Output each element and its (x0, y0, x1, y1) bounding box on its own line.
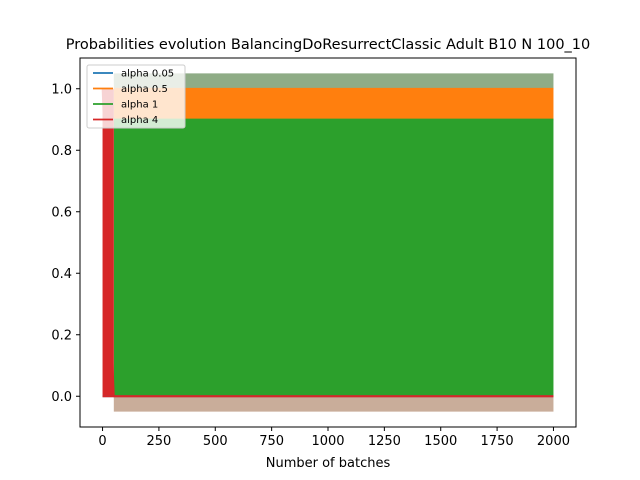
chart-title: Probabilities evolution BalancingDoResur… (66, 37, 591, 53)
x-tick-label: 1500 (424, 434, 457, 449)
fill-alpha-0.5 (113, 88, 554, 120)
legend-box (86, 64, 186, 129)
legend-label: alpha 0.05 (121, 69, 174, 80)
legend-label: alpha 4 (121, 115, 158, 126)
x-tick-label: 500 (203, 434, 228, 449)
y-tick-label: 0.0 (51, 390, 72, 405)
y-tick-label: 0.6 (51, 205, 72, 220)
y-tick-label: 1.0 (51, 82, 72, 97)
y-tick-label: 0.8 (51, 144, 72, 159)
band-1 (113, 396, 554, 412)
fill-alpha-1 (113, 119, 554, 397)
axes: 0 250 500 750 1000 1250 1500 1750 2000 0.0 0.2 0.4 0… (51, 57, 577, 449)
x-axis-label: Number of batches (266, 456, 391, 471)
x-tick-label: 2000 (537, 434, 570, 449)
legend: alpha 0.05 alpha 0.5 alpha 1 alpha 4 (86, 64, 186, 129)
x-tick-label: 1000 (311, 434, 344, 449)
x-tick-label: 1750 (481, 434, 514, 449)
plot-area (101, 73, 554, 412)
y-tick-label: 0.2 (51, 328, 72, 343)
legend-label: alpha 0.5 (121, 84, 168, 95)
x-tick-label: 750 (259, 434, 284, 449)
band-0 (113, 73, 554, 89)
x-tick-label: 0 (98, 434, 106, 449)
x-tick-label: 250 (146, 434, 171, 449)
y-tick-label: 0.4 (51, 267, 72, 282)
legend-label: alpha 1 (121, 100, 158, 111)
x-tick-label: 1250 (368, 434, 401, 449)
